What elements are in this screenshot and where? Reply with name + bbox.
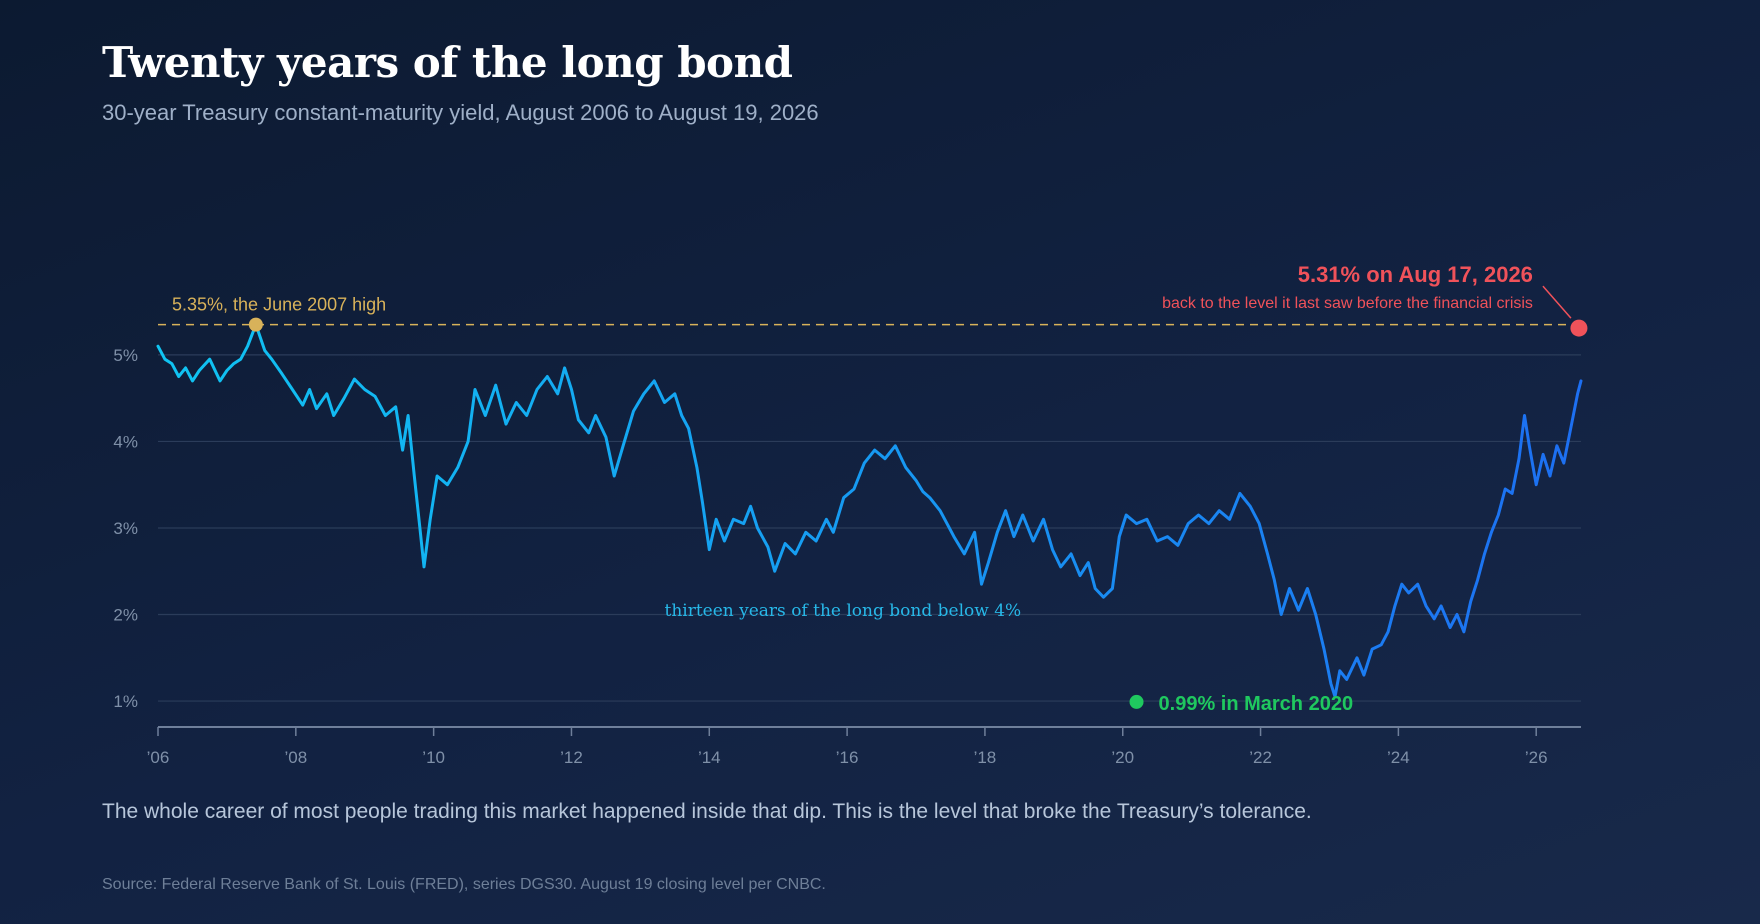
latest-label: 5.31% on Aug 17, 2026 [1298, 262, 1533, 287]
x-tick-label: ’26 [1525, 748, 1548, 767]
y-tick-label: 2% [113, 606, 138, 625]
latest-leader-line [1542, 285, 1572, 319]
y-tick-label: 4% [113, 432, 138, 451]
x-tick-label: ’06 [147, 748, 170, 767]
yield-series-line [156, 323, 1583, 699]
low-label: 0.99% in March 2020 [1159, 693, 1354, 715]
chart-title: Twenty years of the long bond [102, 38, 793, 87]
y-tick-label: 1% [113, 692, 138, 711]
grid-lines [158, 354, 1581, 702]
x-tick-label: ’20 [1111, 748, 1134, 767]
x-tick-label: ’14 [698, 748, 721, 767]
x-tick-label: ’12 [560, 748, 583, 767]
y-tick-label: 5% [113, 346, 138, 365]
low-marker [1129, 694, 1144, 709]
high-marker [248, 317, 263, 332]
x-tick-label: ’08 [284, 748, 307, 767]
latest-sublabel: back to the level it last saw before the… [1162, 295, 1533, 312]
x-tick-label: ’16 [836, 748, 859, 767]
latest-marker [1570, 319, 1588, 337]
x-tick-label: ’18 [974, 748, 997, 767]
x-tick-label: ’24 [1387, 748, 1410, 767]
y-axis-ticks: 1% 2% 3% 4% 5% [113, 346, 138, 711]
x-tick-label: ’22 [1249, 748, 1272, 767]
source-note: Source: Federal Reserve Bank of St. Loui… [102, 876, 826, 893]
x-axis-ticks: ’06 ’08 ’10 ’12 ’14 ’16 ’18 ’20 ’22 ’24 ’26 [147, 727, 1548, 767]
chart-caption: The whole career of most people trading … [102, 800, 1312, 823]
below-4pct-note: thirteen years of the long bond below 4% [664, 601, 1021, 621]
chart-subtitle: 30-year Treasury constant-maturity yield… [102, 100, 819, 125]
x-tick-label: ’10 [422, 748, 445, 767]
high-label: 5.35%, the June 2007 high [172, 295, 386, 315]
y-tick-label: 3% [113, 519, 138, 538]
